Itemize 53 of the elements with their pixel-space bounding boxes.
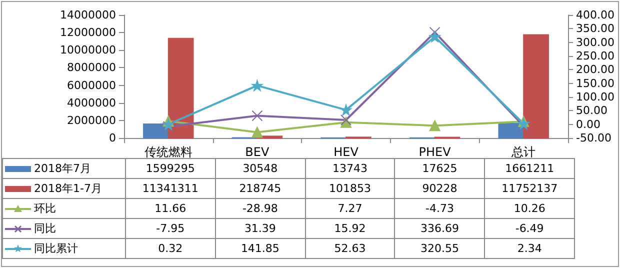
data-label: 2.34 [484, 238, 574, 258]
y2-tick-label: 300.00 [576, 36, 614, 49]
x-tick-label: 总计 [510, 145, 536, 159]
x-tick-label: 传统燃料 [144, 145, 192, 159]
data-label: 11752137 [484, 178, 574, 198]
x-tick-label: PHEV [418, 145, 452, 159]
legend-label: 环比 [2, 198, 126, 218]
legend-label: 同比累计 [2, 238, 126, 258]
y2-tick-label: 200.00 [576, 63, 614, 76]
data-label: 141.85 [215, 238, 306, 258]
y2-tick-label: 100.00 [576, 90, 614, 104]
data-label: 15.92 [305, 218, 395, 238]
data-label: 31.39 [215, 218, 306, 238]
y2-tick-label: -50.00 [576, 132, 612, 144]
y-tick-label: 14000000 [60, 8, 116, 22]
data-label: 17625 [394, 158, 485, 178]
y2-tick-label: 150.00 [576, 76, 614, 90]
y2-tick-label: 400.00 [576, 8, 614, 22]
y-tick-label: 0 [109, 132, 116, 144]
legend-label: 同比 [2, 218, 126, 238]
data-label: 11.66 [126, 198, 216, 218]
data-label: 13743 [305, 158, 395, 178]
data-label: -28.98 [215, 198, 306, 218]
y2-tick-label: 250.00 [576, 50, 614, 62]
data-label: 320.55 [394, 238, 485, 258]
legend-label: 2018年1-7月 [2, 178, 126, 198]
y-tick-label: 10000000 [60, 44, 116, 57]
y2-tick-label: 350.00 [576, 22, 614, 36]
data-label: 1661211 [484, 158, 574, 178]
y2-tick-label: 0.00 [576, 118, 600, 131]
data-label: 11341311 [126, 178, 216, 198]
y2-tick-label: 50.00 [576, 104, 608, 118]
x-tick-label: HEV [334, 145, 360, 159]
y-tick-label: 2000000 [67, 114, 116, 127]
y-tick-label: 12000000 [60, 26, 116, 40]
data-label: 90228 [394, 178, 485, 198]
data-label: 30548 [215, 158, 306, 178]
data-label: 7.27 [305, 198, 395, 218]
y-tick-label: 4000000 [67, 96, 116, 110]
data-label: 52.63 [305, 238, 395, 258]
y-tick-label: 8000000 [67, 61, 116, 74]
data-label: -6.49 [484, 218, 574, 238]
x-tick-label: BEV [245, 145, 270, 159]
data-label: -7.95 [126, 218, 216, 238]
data-label: 0.32 [126, 238, 216, 258]
data-label: 218745 [215, 178, 306, 198]
data-label: 101853 [305, 178, 395, 198]
data-label: 10.26 [484, 198, 574, 218]
data-label: 1599295 [126, 158, 216, 178]
legend-label: 2018年7月 [2, 158, 126, 178]
data-label: -4.73 [394, 198, 485, 218]
data-label: 336.69 [394, 218, 485, 238]
y-tick-label: 6000000 [67, 78, 116, 92]
